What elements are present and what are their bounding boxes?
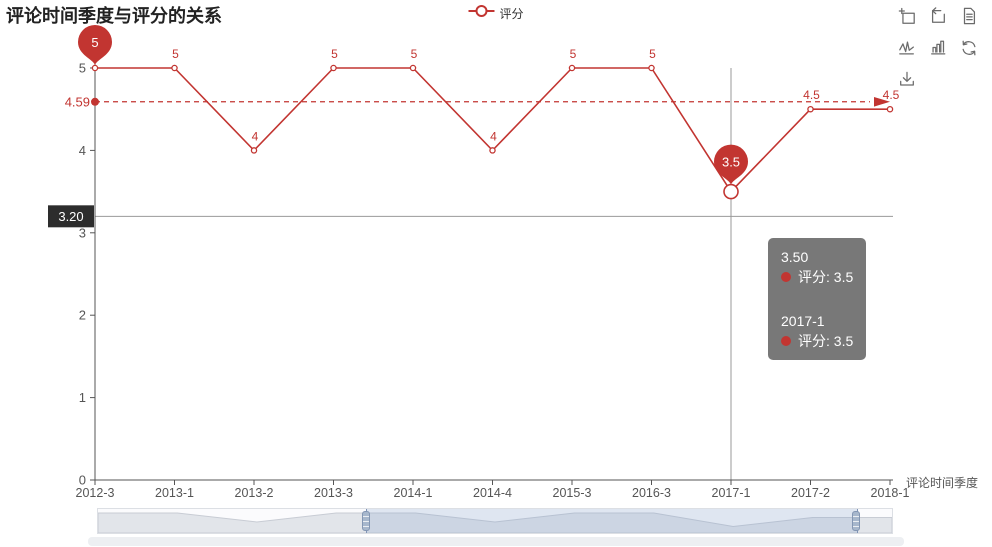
pin-icon [78,25,112,65]
datazoom-handle-right[interactable] [852,511,861,531]
data-point[interactable] [648,64,655,72]
y-axis-label: 5 [79,61,86,76]
x-axis-label: 2014-4 [473,486,512,500]
zoom-reset-icon[interactable] [929,7,947,25]
legend-line-icon [468,4,495,22]
average-markline-start-dot [91,97,99,106]
data-point[interactable] [171,64,178,72]
data-point-label: 4.5 [803,88,820,102]
y-axis-label: 4 [79,143,86,158]
average-markline-label: 4.59 [65,94,90,109]
switch-to-line-icon[interactable] [898,39,916,57]
legend-item-rating[interactable]: 评分 [468,4,524,22]
switch-to-bar-icon[interactable] [929,39,947,57]
data-point-label: 5 [411,47,418,61]
x-axis-label: 2015-3 [553,486,592,500]
average-markline-arrow [874,96,890,107]
data-point-label: 5 [570,47,577,61]
pin-icon [714,144,748,185]
datazoom-shadow-chart [98,512,892,533]
data-view-icon[interactable] [960,7,978,25]
x-axis-label: 2014-1 [394,486,433,500]
data-point[interactable] [489,147,496,154]
data-point-label: 4 [490,129,497,143]
x-axis-label: 2012-3 [76,486,115,500]
data-point[interactable] [886,105,894,113]
data-point[interactable] [91,64,99,72]
data-point[interactable] [330,64,337,72]
data-point[interactable] [409,64,417,72]
data-point-label: 5 [331,47,338,61]
x-axis-name: 评论时间季度 [906,476,979,490]
x-axis-label: 2017-2 [791,486,830,500]
plot-area[interactable]: 0 1 2 3 4 5 2012-3 2013-1 2013-2 2013-3 2014-1 2014… [0,0,992,505]
axis-pointer-value-box [48,205,94,228]
datazoom-shadow-area [98,512,892,533]
x-axis-label: 2013-2 [235,486,274,500]
x-axis-label: 2017-1 [712,486,751,500]
data-point-label: 4.5 [883,88,900,102]
x-axis-label: 2013-1 [155,486,194,500]
y-axis-label: 0 [79,473,86,488]
x-axis-label: 2016-3 [632,486,671,500]
y-axis-label: 1 [79,390,86,405]
data-point[interactable] [807,105,814,113]
data-point[interactable] [250,147,258,154]
markpoint-label: 5 [91,35,98,50]
data-point-label: 4 [252,129,259,143]
chart-title: 评论时间季度与评分的关系 [6,6,222,26]
datazoom-slider[interactable] [97,508,893,534]
data-point-label: 5 [649,47,656,61]
markpoint-pin-max[interactable] [78,25,112,65]
datazoom-handle-left[interactable] [362,511,371,531]
zoom-select-icon[interactable] [898,7,916,25]
x-axis-label: 2013-3 [314,486,353,500]
datazoom-window[interactable] [366,509,859,533]
toolbox [898,7,978,89]
y-axis-label: 3 [79,225,86,240]
data-point-emphasized[interactable] [723,183,739,200]
save-image-icon[interactable] [898,71,916,89]
data-point[interactable] [568,64,576,72]
y-axis-label: 2 [79,308,86,323]
x-axis-label: 2018-1 [871,486,910,500]
markpoint-label: 3.5 [722,155,740,170]
data-point-label: 5 [172,47,179,61]
markpoint-pin-min[interactable] [714,144,748,185]
legend-label: 评分 [499,6,524,21]
restore-icon[interactable] [960,39,978,57]
axis-pointer-value-label: 3.20 [58,209,83,224]
datazoom-background-bar[interactable] [88,537,904,546]
